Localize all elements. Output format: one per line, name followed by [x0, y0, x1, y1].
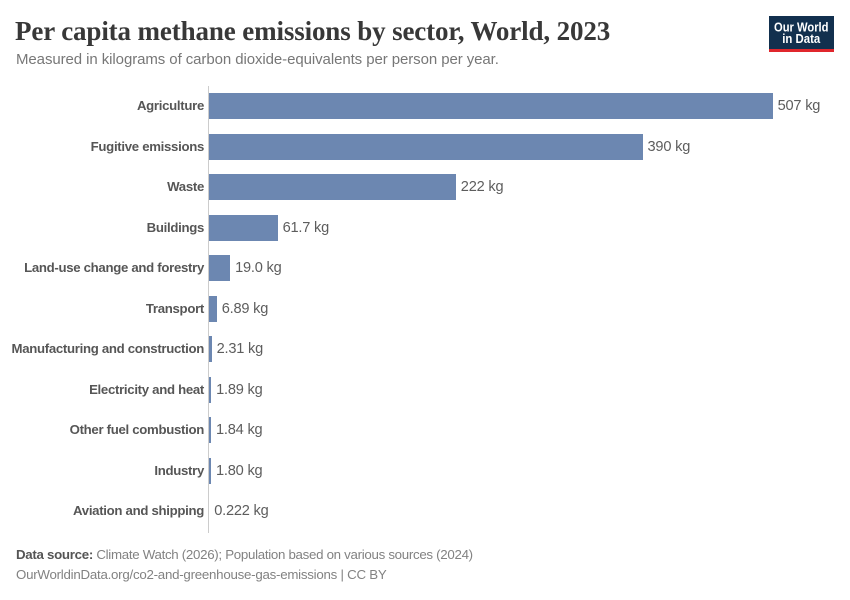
svg-text:Our World: Our World	[774, 19, 829, 34]
svg-text:in Data: in Data	[782, 30, 821, 45]
